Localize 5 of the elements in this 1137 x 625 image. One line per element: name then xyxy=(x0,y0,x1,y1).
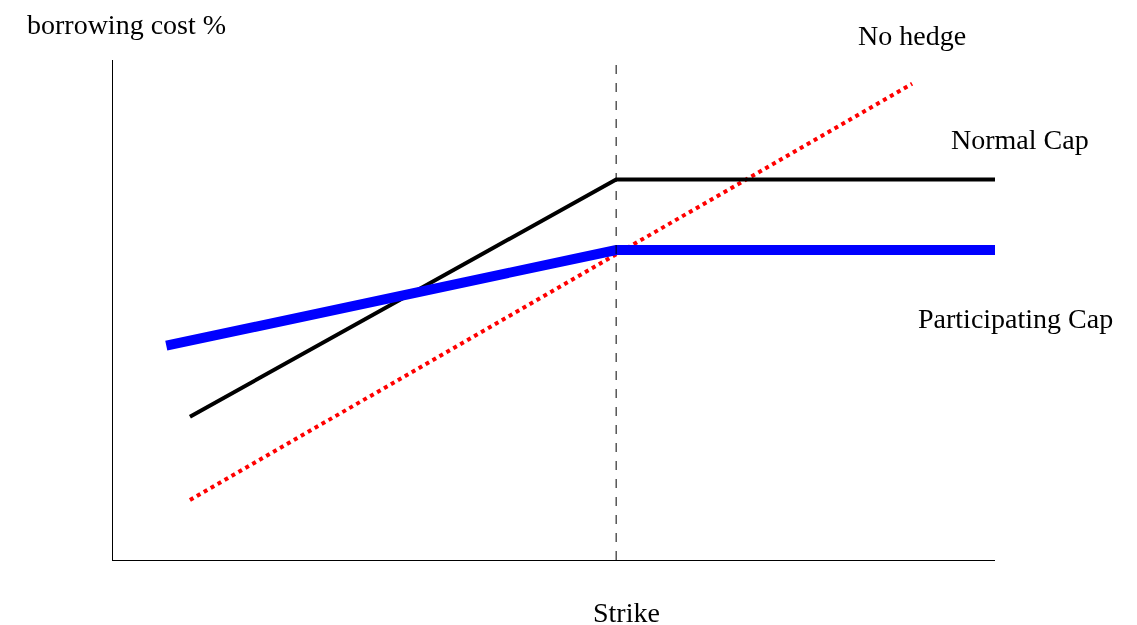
series-label: No hedge xyxy=(858,20,967,51)
y-axis-title: borrowing cost % xyxy=(27,9,227,40)
series-label: Participating Cap xyxy=(918,303,1114,334)
series-label: Normal Cap xyxy=(951,124,1089,155)
x-axis-title: Strike xyxy=(593,597,660,625)
